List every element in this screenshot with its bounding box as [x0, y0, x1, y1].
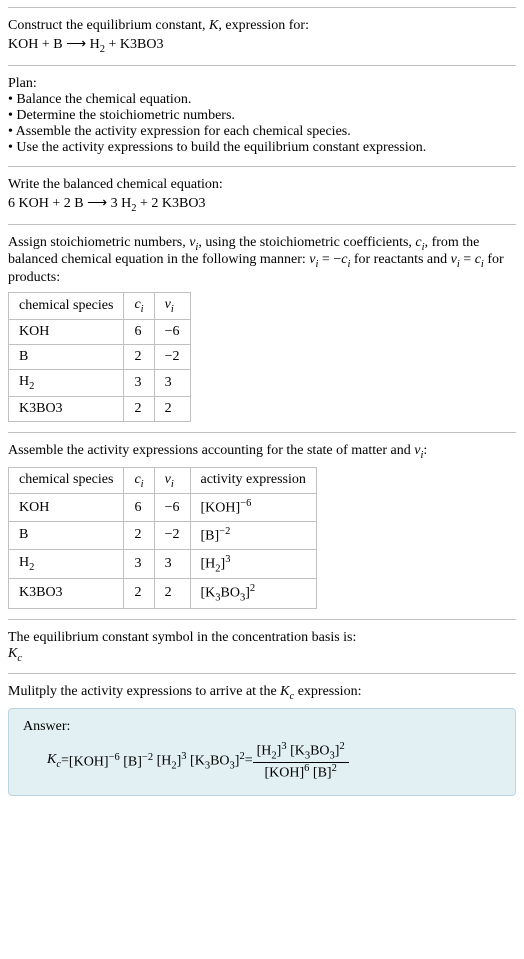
stoich-text: , using the stoichiometric coefficients,	[198, 235, 415, 250]
cell: 2	[124, 396, 154, 421]
cell: [H2]3	[190, 549, 316, 578]
activity-table: chemical species ci νi activity expressi…	[8, 467, 317, 609]
plan-title: Plan:	[8, 76, 516, 92]
cell: KOH	[9, 494, 124, 522]
plan-item: • Balance the chemical equation.	[8, 92, 516, 108]
table-header: chemical species	[9, 467, 124, 494]
cell: −6	[154, 494, 190, 522]
table-row: H233	[9, 369, 191, 396]
cell: [K3BO3]2	[190, 579, 316, 608]
eq-text: = −	[318, 252, 341, 267]
prompt-line: Construct the equilibrium constant, K, e…	[8, 18, 516, 34]
plan-item: • Use the activity expressions to build …	[8, 140, 516, 156]
table-row: B2−2[B]−2	[9, 522, 317, 550]
eq-text: =	[460, 252, 475, 267]
answer-label: Answer:	[23, 719, 501, 735]
cell: 3	[154, 369, 190, 396]
cell: 2	[124, 522, 154, 550]
table-row: KOH6−6[KOH]−6	[9, 494, 317, 522]
answer-box: Answer: Kc = [KOH]−6 [B]−2 [H2]3 [K3BO3]…	[8, 708, 516, 796]
reaction-rhs-2: + K3BO3	[105, 37, 163, 52]
reaction-rhs: H	[90, 37, 100, 52]
table-header: chemical species	[9, 293, 124, 320]
plan-section: Plan: • Balance the chemical equation. •…	[8, 65, 516, 167]
balanced-lhs: 6 KOH + 2 B	[8, 196, 84, 211]
table-row: K3BO322	[9, 396, 191, 421]
balanced-intro: Write the balanced chemical equation:	[8, 177, 516, 193]
cell: −6	[154, 319, 190, 344]
reaction-lhs: KOH + B	[8, 37, 63, 52]
reaction-equation: KOH + B ⟶ H2 + K3BO3	[8, 34, 516, 55]
cell: 2	[124, 579, 154, 608]
equals: =	[61, 753, 69, 769]
cell: K3BO3	[9, 579, 124, 608]
table-header: activity expression	[190, 467, 316, 494]
fraction: [H2]3 [K3BO3]2 [KOH]6 [B]2	[253, 741, 349, 781]
activity-text: :	[423, 443, 427, 458]
cell: 2	[154, 579, 190, 608]
cell: −2	[154, 344, 190, 369]
table-row: chemical species ci νi	[9, 293, 191, 320]
multiply-text: Mulitply the activity expressions to arr…	[8, 684, 280, 699]
cell: B	[9, 522, 124, 550]
prompt-text-2: , expression for:	[218, 18, 309, 33]
activity-para: Assemble the activity expressions accoun…	[8, 443, 516, 461]
question-header: Construct the equilibrium constant, K, e…	[8, 7, 516, 66]
table-row: K3BO322[K3BO3]2	[9, 579, 317, 608]
table-row: B2−2	[9, 344, 191, 369]
cell: 6	[124, 494, 154, 522]
table-header: ci	[124, 467, 154, 494]
balanced-rhs: 3 H	[111, 196, 132, 211]
cell: 3	[124, 549, 154, 578]
plan-item: • Determine the stoichiometric numbers.	[8, 108, 516, 124]
multiply-para: Mulitply the activity expressions to arr…	[8, 684, 516, 702]
prompt-k: K	[209, 18, 218, 33]
table-row: KOH6−6	[9, 319, 191, 344]
balanced-equation: 6 KOH + 2 B ⟶ 3 H2 + 2 K3BO3	[8, 193, 516, 214]
k-sym: K	[280, 684, 289, 699]
equals: =	[245, 753, 253, 769]
cell: 3	[154, 549, 190, 578]
answer-expression: Kc = [KOH]−6 [B]−2 [H2]3 [K3BO3]2 = [H2]…	[47, 741, 501, 781]
table-row: H233[H2]3	[9, 549, 317, 578]
arrow: ⟶	[63, 37, 90, 52]
arrow: ⟶	[84, 196, 111, 211]
kc-intro: The equilibrium constant symbol in the c…	[8, 630, 516, 646]
table-row: chemical species ci νi activity expressi…	[9, 467, 317, 494]
cell: 2	[124, 344, 154, 369]
stoich-text: for reactants and	[350, 252, 450, 267]
cell: H2	[9, 369, 124, 396]
cell: H2	[9, 549, 124, 578]
prompt-text: Construct the equilibrium constant,	[8, 18, 209, 33]
table-header: νi	[154, 293, 190, 320]
stoich-table: chemical species ci νi KOH6−6 B2−2 H233 …	[8, 292, 191, 422]
table-header: ci	[124, 293, 154, 320]
cell: [B]−2	[190, 522, 316, 550]
table-header: νi	[154, 467, 190, 494]
cell: B	[9, 344, 124, 369]
cell: [KOH]−6	[190, 494, 316, 522]
stoich-text: Assign stoichiometric numbers,	[8, 235, 189, 250]
cell: K3BO3	[9, 396, 124, 421]
balanced-section: Write the balanced chemical equation: 6 …	[8, 166, 516, 225]
multiply-text: expression:	[294, 684, 361, 699]
kc-symbol: Kc	[8, 646, 516, 664]
cell: 2	[154, 396, 190, 421]
balanced-rhs-2: + 2 K3BO3	[137, 196, 206, 211]
cell: KOH	[9, 319, 124, 344]
activity-section: Assemble the activity expressions accoun…	[8, 432, 516, 620]
multiply-section: Mulitply the activity expressions to arr…	[8, 673, 516, 806]
kc-symbol-section: The equilibrium constant symbol in the c…	[8, 619, 516, 675]
cell: 6	[124, 319, 154, 344]
stoich-para: Assign stoichiometric numbers, νi, using…	[8, 235, 516, 287]
activity-text: Assemble the activity expressions accoun…	[8, 443, 414, 458]
plan-item: • Assemble the activity expression for e…	[8, 124, 516, 140]
cell: −2	[154, 522, 190, 550]
cell: 3	[124, 369, 154, 396]
stoich-section: Assign stoichiometric numbers, νi , using…	[8, 224, 516, 433]
